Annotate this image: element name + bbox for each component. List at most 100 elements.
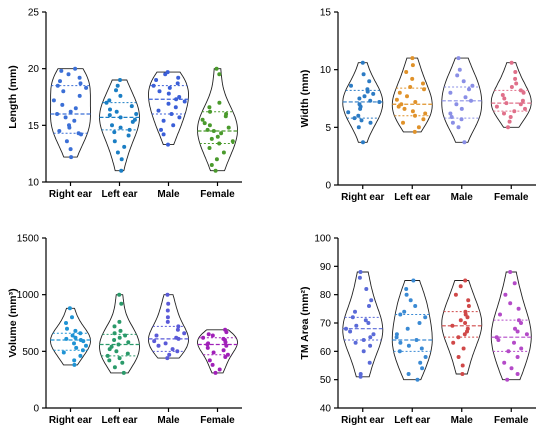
data-point bbox=[450, 323, 455, 328]
data-point bbox=[64, 321, 68, 325]
data-point bbox=[205, 127, 210, 132]
data-point bbox=[206, 332, 211, 337]
data-point bbox=[524, 332, 529, 337]
data-point bbox=[173, 105, 178, 110]
data-point bbox=[207, 146, 212, 150]
data-point bbox=[419, 346, 424, 351]
data-point bbox=[449, 115, 454, 119]
data-point bbox=[110, 123, 114, 128]
data-point bbox=[502, 360, 507, 365]
data-point bbox=[457, 67, 462, 72]
data-point bbox=[163, 341, 168, 346]
data-point bbox=[402, 106, 407, 111]
data-point bbox=[465, 329, 469, 334]
data-point bbox=[411, 278, 416, 283]
violin-outline bbox=[391, 280, 433, 381]
data-point bbox=[394, 335, 399, 340]
data-point bbox=[217, 367, 222, 372]
x-tick-label: Left ear bbox=[394, 415, 430, 426]
data-point bbox=[509, 60, 514, 65]
data-point bbox=[107, 347, 112, 352]
chart-panel-1: 10 15 20 25 Length (mm) Right ear Left ear Male… bbox=[7, 8, 242, 200]
data-point bbox=[117, 319, 122, 324]
data-point bbox=[211, 129, 216, 133]
data-point bbox=[112, 365, 117, 370]
data-point bbox=[63, 115, 68, 120]
x-tick-label: Left ear bbox=[101, 415, 137, 426]
data-point bbox=[363, 318, 368, 323]
data-point bbox=[67, 125, 72, 130]
data-point bbox=[454, 102, 459, 107]
data-point bbox=[368, 120, 373, 125]
violin-outline bbox=[99, 294, 140, 374]
data-point bbox=[368, 343, 373, 348]
data-point bbox=[417, 321, 422, 325]
data-point bbox=[65, 326, 69, 331]
data-point bbox=[398, 312, 403, 317]
data-point bbox=[165, 292, 170, 297]
data-point bbox=[404, 70, 409, 74]
violin-outline bbox=[441, 280, 483, 375]
data-point bbox=[455, 73, 460, 78]
violin-outline bbox=[99, 79, 140, 172]
data-point bbox=[72, 358, 77, 363]
data-point bbox=[175, 349, 180, 354]
data-point bbox=[398, 340, 403, 345]
data-point bbox=[368, 335, 373, 340]
data-point bbox=[55, 112, 60, 116]
data-point bbox=[118, 125, 123, 130]
data-point bbox=[399, 102, 404, 107]
data-point bbox=[213, 370, 218, 375]
data-point bbox=[358, 270, 363, 274]
y-axis-label: Length (mm) bbox=[7, 65, 19, 129]
y-tick-label: 15 bbox=[28, 121, 40, 132]
y-axis-label: TM Area (mm²) bbox=[299, 286, 311, 359]
y-tick-label: 100 bbox=[314, 234, 331, 245]
data-point bbox=[176, 75, 181, 80]
data-point bbox=[350, 315, 355, 320]
data-point bbox=[120, 360, 125, 365]
data-point bbox=[367, 360, 372, 365]
data-point bbox=[456, 125, 461, 130]
data-point bbox=[68, 147, 73, 152]
data-point bbox=[112, 338, 117, 342]
data-point bbox=[498, 312, 502, 317]
data-point bbox=[356, 113, 361, 118]
data-point bbox=[177, 95, 182, 99]
data-point bbox=[456, 56, 461, 61]
data-point bbox=[157, 89, 162, 94]
data-point bbox=[123, 333, 128, 338]
data-point bbox=[154, 333, 159, 338]
data-point bbox=[60, 102, 65, 107]
data-point bbox=[404, 292, 409, 297]
data-point bbox=[205, 342, 210, 347]
y-tick-label: 0 bbox=[33, 404, 39, 415]
data-point bbox=[423, 315, 428, 320]
data-point bbox=[73, 328, 78, 333]
data-point bbox=[200, 117, 205, 122]
data-point bbox=[460, 372, 465, 376]
data-point bbox=[458, 318, 463, 323]
data-point bbox=[420, 366, 425, 371]
data-point bbox=[208, 109, 212, 114]
data-point bbox=[505, 377, 510, 382]
data-point bbox=[214, 66, 219, 71]
data-point bbox=[367, 79, 372, 84]
data-point bbox=[516, 306, 521, 311]
data-point bbox=[70, 315, 74, 320]
data-point bbox=[55, 83, 60, 88]
data-point bbox=[394, 332, 399, 337]
data-point bbox=[361, 349, 366, 354]
data-point bbox=[518, 102, 523, 107]
data-point bbox=[364, 287, 369, 291]
data-point bbox=[461, 79, 466, 84]
data-point bbox=[512, 340, 516, 345]
data-point bbox=[413, 304, 418, 308]
data-point bbox=[119, 168, 124, 173]
data-point bbox=[215, 134, 220, 139]
data-point bbox=[209, 136, 214, 141]
data-point bbox=[513, 70, 518, 74]
data-point bbox=[515, 372, 520, 376]
data-point bbox=[349, 83, 353, 88]
data-point bbox=[213, 168, 218, 173]
